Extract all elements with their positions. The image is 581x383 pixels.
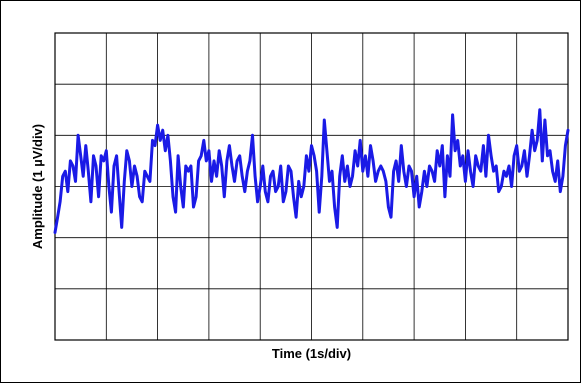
- plot-border: [54, 32, 569, 341]
- series-line: [53, 108, 570, 234]
- grid: [55, 33, 568, 340]
- y-axis-label: Amplitude (1 µV/div): [30, 124, 45, 249]
- x-axis-label: Time (1s/div): [272, 346, 351, 361]
